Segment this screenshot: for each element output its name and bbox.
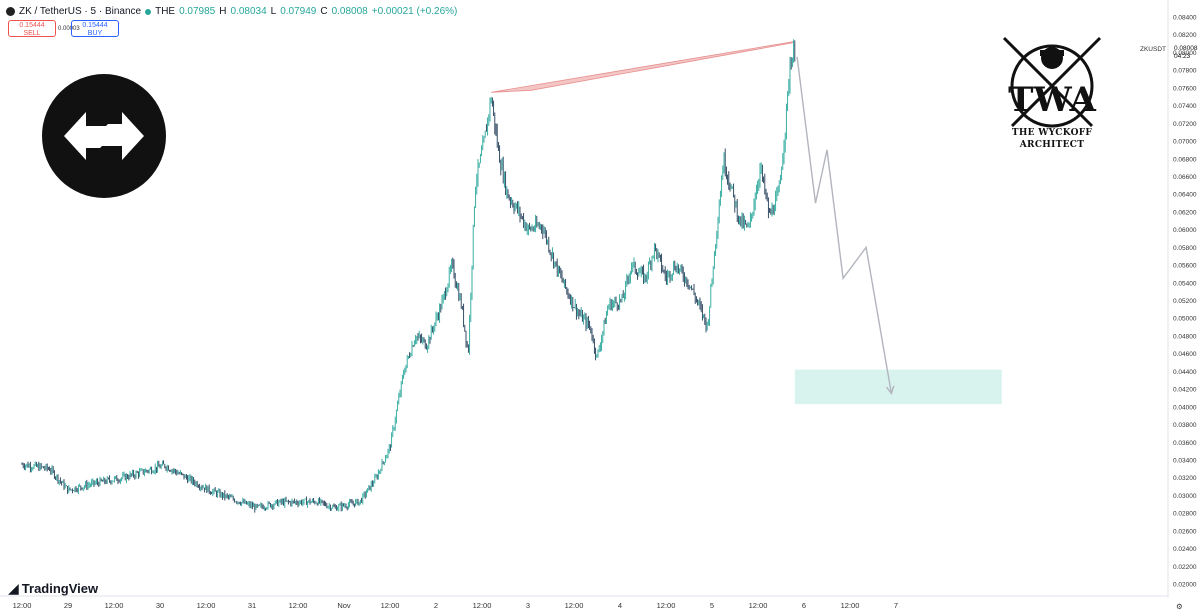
high-key: H (219, 6, 227, 17)
chart-header: ZK / TetherUS · 5 · Binance THE 0.07985 H… (6, 6, 457, 17)
y-tick-label: 0.06800 (1173, 156, 1197, 163)
tradingview-watermark: ◢ TradingView (8, 580, 98, 597)
y-tick-label: 0.07400 (1173, 103, 1197, 110)
x-tick-label: 12:00 (13, 601, 32, 610)
tradingview-label: TradingView (21, 581, 99, 596)
bar-countdown: 04:23 (1174, 53, 1191, 60)
x-tick-label: 31 (248, 601, 256, 610)
y-tick-label: 0.02800 (1173, 511, 1197, 518)
y-tick-label: 0.03400 (1173, 457, 1197, 464)
low-key: L (270, 6, 277, 17)
x-tick-label: 3 (526, 601, 530, 610)
y-tick-label: 0.08000 (1173, 50, 1197, 57)
y-tick-label: 0.05800 (1173, 245, 1197, 252)
twa-logo: TWA THE WYCKOFF ARCHITECT (988, 30, 1116, 156)
change-value: +0.00021 (+0.26%) (371, 6, 458, 17)
y-tick-label: 0.05400 (1173, 280, 1197, 287)
y-tick-label: 0.07800 (1173, 68, 1197, 75)
projection-arrowhead (886, 385, 895, 396)
low-value: 0.07949 (280, 6, 317, 17)
y-tick-label: 0.02200 (1173, 564, 1197, 571)
y-tick-label: 0.03600 (1173, 440, 1197, 447)
zk-coin-icon (6, 7, 15, 16)
sell-price: 0.15444 (19, 22, 45, 29)
twa-mark: TWA (1008, 80, 1096, 120)
sell-button[interactable]: 0.15444 SELL (8, 20, 56, 37)
y-tick-label: 0.07000 (1173, 139, 1197, 146)
high-value: 0.08034 (230, 6, 267, 17)
tradingview-logo-icon: ◢ (8, 580, 19, 596)
spread-value: 0.00003 (58, 26, 80, 32)
sell-label: SELL (23, 30, 41, 37)
x-tick-label: 12:00 (473, 601, 492, 610)
y-tick-label: 0.04800 (1173, 333, 1197, 340)
zk-logo-left-arrow (64, 112, 122, 160)
x-tick-label: Nov (337, 601, 351, 610)
y-tick-label: 0.04600 (1173, 351, 1197, 358)
x-tick-label: 12:00 (657, 601, 676, 610)
last-price: 0.08008 (1174, 45, 1198, 52)
y-tick-label: 0.06600 (1173, 174, 1197, 181)
last-price-tag: 0.08008 04:23 (1174, 45, 1198, 61)
x-tick-label: 12:00 (841, 601, 860, 610)
y-tick-label: 0.08400 (1173, 15, 1197, 22)
y-tick-label: 0.04400 (1173, 369, 1197, 376)
x-tick-label: 29 (64, 601, 72, 610)
rising-wedge (491, 41, 793, 93)
y-tick-label: 0.03200 (1173, 475, 1197, 482)
y-tick-label: 0.05600 (1173, 263, 1197, 270)
projection-path (796, 56, 893, 394)
x-tick-label: 12:00 (197, 601, 216, 610)
x-tick-label: 2 (434, 601, 438, 610)
y-tick-label: 0.06000 (1173, 227, 1197, 234)
x-tick-label: 7 (894, 601, 898, 610)
market-status-icon (145, 8, 152, 15)
x-tick-label: 12:00 (381, 601, 400, 610)
buy-label: BUY (87, 30, 103, 37)
y-tick-label: 0.05000 (1173, 316, 1197, 323)
y-tick-label: 0.05200 (1173, 298, 1197, 305)
settings-gear-icon: ⚙ (1176, 602, 1183, 611)
x-tick-label: 12:00 (105, 601, 124, 610)
twa-line1: THE WYCKOFF (1011, 128, 1093, 138)
y-tick-label: 0.06400 (1173, 192, 1197, 199)
y-tick-label: 0.04000 (1173, 404, 1197, 411)
y-tick-label: 0.02000 (1173, 582, 1197, 589)
y-tick-label: 0.07600 (1173, 85, 1197, 92)
y-tick-label: 0.07200 (1173, 121, 1197, 128)
y-tick-label: 0.03800 (1173, 422, 1197, 429)
close-value: 0.08008 (331, 6, 368, 17)
zk-logo-right-arrow (86, 112, 144, 160)
y-tick-label: 0.03000 (1173, 493, 1197, 500)
x-tick-label: 30 (156, 601, 164, 610)
x-tick-label: 12:00 (565, 601, 584, 610)
twa-line2: ARCHITECT (1019, 140, 1085, 150)
open-key: THE (155, 6, 176, 17)
x-tick-label: 6 (802, 601, 806, 610)
x-tick-label: 12:00 (749, 601, 768, 610)
price-scale-symbol: ZKUSDT (1140, 46, 1166, 53)
close-key: C (320, 6, 328, 17)
target-zone (794, 369, 1002, 405)
y-tick-label: 0.02400 (1173, 546, 1197, 553)
x-tick-label: 12:00 (289, 601, 308, 610)
y-tick-label: 0.04200 (1173, 387, 1197, 394)
x-tick-label: 5 (710, 601, 714, 610)
y-tick-label: 0.02600 (1173, 528, 1197, 535)
open-value: 0.07985 (179, 6, 216, 17)
y-tick-label: 0.08200 (1173, 32, 1197, 39)
y-tick-label: 0.06200 (1173, 209, 1197, 216)
buy-price: 0.15444 (82, 22, 108, 29)
x-tick-label: 4 (618, 601, 622, 610)
crossed-swords-icon (1002, 36, 1102, 128)
buy-button[interactable]: 0.15444 BUY (71, 20, 119, 37)
symbol-title[interactable]: ZK / TetherUS · 5 · Binance (19, 6, 142, 17)
